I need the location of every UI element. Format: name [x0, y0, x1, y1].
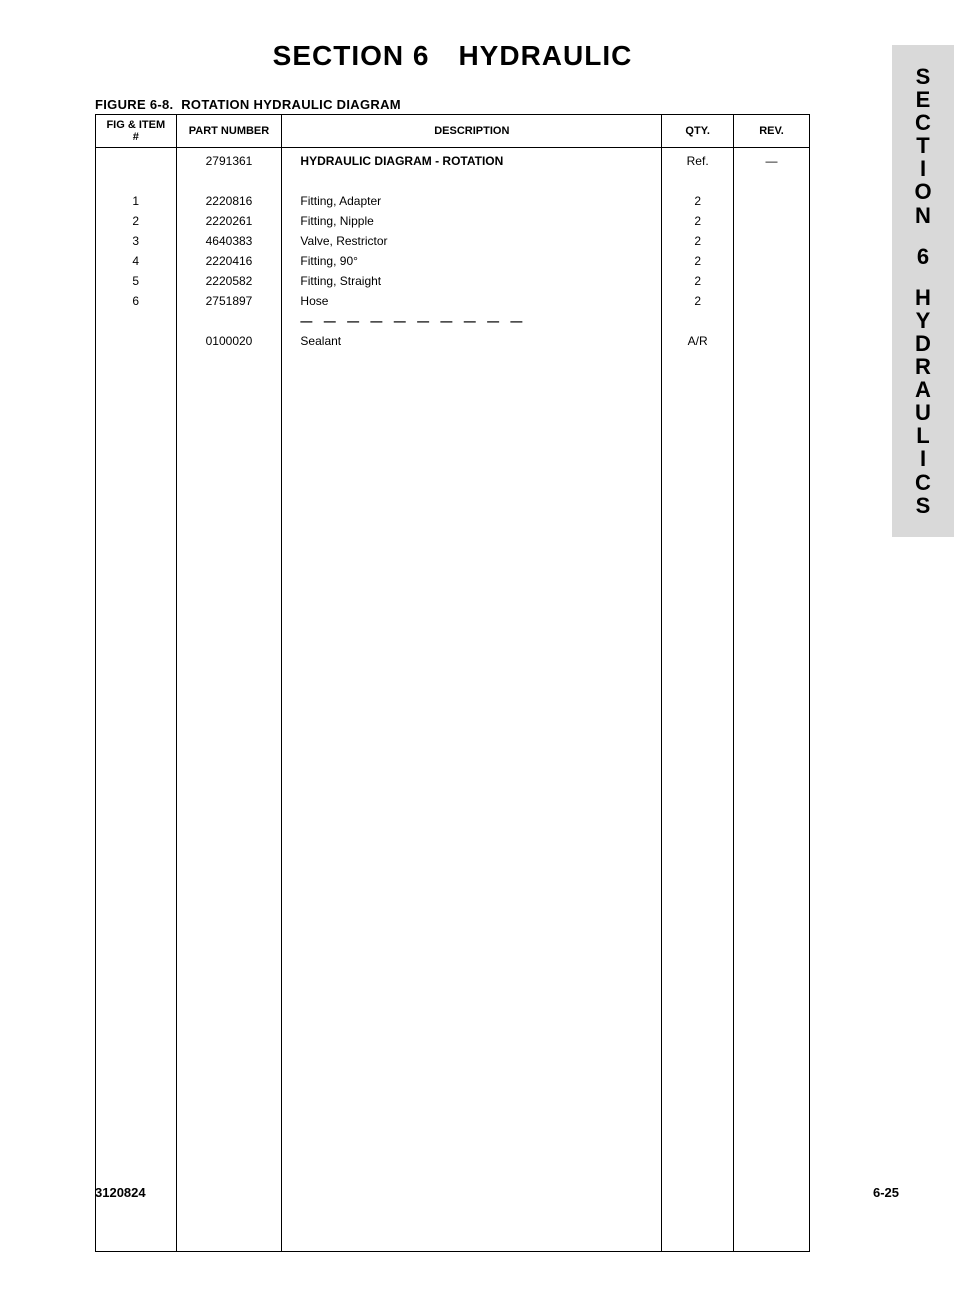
cell-rev [734, 211, 810, 231]
cell-rev [734, 291, 810, 311]
page-title: SECTION 6 HYDRAULIC [95, 40, 810, 72]
cell-part: 2791361 [176, 148, 282, 172]
cell-rev: — [734, 148, 810, 172]
cell-desc: Fitting, Nipple [282, 211, 662, 231]
cell-rev [734, 251, 810, 271]
cell-qty: 2 [662, 231, 734, 251]
header-description: DESCRIPTION [282, 115, 662, 148]
cell-rev [734, 331, 810, 351]
header-part-number: PART NUMBER [176, 115, 282, 148]
cell-qty: 2 [662, 191, 734, 211]
page-footer: 3120824 6-25 [95, 1185, 899, 1200]
cell-qty: 2 [662, 211, 734, 231]
table-row: 52220582Fitting, Straight2 [96, 271, 810, 291]
table-filler-row [96, 351, 810, 1251]
cell-fig: 2 [96, 211, 177, 231]
table-row: 22220261Fitting, Nipple2 [96, 211, 810, 231]
page-content: SECTION 6 HYDRAULIC FIGURE 6-8. ROTATION… [0, 0, 860, 1292]
cell-desc: Fitting, Adapter [282, 191, 662, 211]
header-rev: REV. [734, 115, 810, 148]
table-body: 2791361HYDRAULIC DIAGRAM - ROTATIONRef.—… [96, 148, 810, 1252]
table-row: 2791361HYDRAULIC DIAGRAM - ROTATIONRef.— [96, 148, 810, 172]
header-fig-item: FIG & ITEM # [96, 115, 177, 148]
cell-part: 0100020 [176, 331, 282, 351]
table-row: 42220416Fitting, 90°2 [96, 251, 810, 271]
cell-qty: 2 [662, 291, 734, 311]
side-tab-line2: 6 [892, 245, 954, 268]
cell-part: 2751897 [176, 291, 282, 311]
cell-qty: A/R [662, 331, 734, 351]
header-qty: QTY. [662, 115, 734, 148]
cell-part: 4640383 [176, 231, 282, 251]
table-row: 0100020SealantA/R [96, 331, 810, 351]
cell-fig: 4 [96, 251, 177, 271]
figure-caption: FIGURE 6-8. ROTATION HYDRAULIC DIAGRAM [95, 97, 810, 112]
cell-part: 2220816 [176, 191, 282, 211]
table-header-row: FIG & ITEM # PART NUMBER DESCRIPTION QTY… [96, 115, 810, 148]
cell-desc: HYDRAULIC DIAGRAM - ROTATION [282, 148, 662, 172]
cell-fig: 3 [96, 231, 177, 251]
parts-table: FIG & ITEM # PART NUMBER DESCRIPTION QTY… [95, 114, 810, 1252]
footer-right: 6-25 [873, 1185, 899, 1200]
cell-desc: Sealant [282, 331, 662, 351]
footer-left: 3120824 [95, 1185, 146, 1200]
side-tab-line1: S E C T I O N [892, 65, 954, 227]
cell-part: 2220582 [176, 271, 282, 291]
table-row: 12220816Fitting, Adapter2 [96, 191, 810, 211]
cell-qty: 2 [662, 251, 734, 271]
cell-fig [96, 331, 177, 351]
table-row: 62751897Hose2 [96, 291, 810, 311]
side-tab-line3: H Y D R A U L I C S [892, 286, 954, 517]
cell-rev [734, 191, 810, 211]
section-side-tab: S E C T I O N 6 H Y D R A U L I C S [892, 45, 954, 537]
table-row [96, 171, 810, 191]
table-row: 34640383Valve, Restrictor2 [96, 231, 810, 251]
cell-desc: Fitting, Straight [282, 271, 662, 291]
cell-fig: 6 [96, 291, 177, 311]
row-divider: — — — — — — — — — — [300, 314, 526, 328]
cell-part: 2220416 [176, 251, 282, 271]
cell-qty: Ref. [662, 148, 734, 172]
table-row: — — — — — — — — — — [96, 311, 810, 331]
cell-rev [734, 271, 810, 291]
cell-desc: Hose [282, 291, 662, 311]
cell-desc: Fitting, 90° [282, 251, 662, 271]
cell-qty: 2 [662, 271, 734, 291]
cell-desc: Valve, Restrictor [282, 231, 662, 251]
cell-fig [96, 148, 177, 172]
cell-fig: 5 [96, 271, 177, 291]
cell-part: 2220261 [176, 211, 282, 231]
cell-fig: 1 [96, 191, 177, 211]
cell-rev [734, 231, 810, 251]
